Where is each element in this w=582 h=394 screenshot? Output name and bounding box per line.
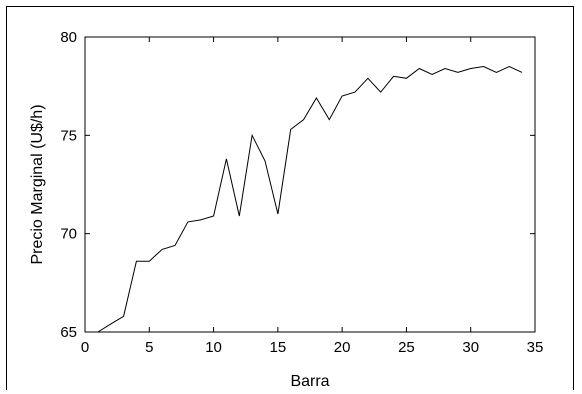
series-line (97, 65, 523, 333)
y-tick-label: 75 (60, 127, 77, 144)
plot-area (84, 36, 536, 333)
x-tick-label: 35 (527, 339, 544, 356)
y-tick-label: 65 (60, 324, 77, 341)
x-tick-label: 20 (334, 339, 351, 356)
x-tick-label: 15 (270, 339, 287, 356)
x-axis: 0 5 10 15 20 25 30 35 (81, 37, 544, 356)
x-tick-label: 30 (462, 339, 479, 356)
x-tick-label: 25 (398, 339, 415, 356)
x-axis-label: Barra (290, 373, 329, 390)
y-tick-label: 80 (60, 29, 77, 46)
x-tick-label: 5 (145, 339, 153, 356)
y-axis-label: Precio Marginal (U$/h) (29, 104, 46, 264)
x-tick-label: 0 (81, 339, 89, 356)
figure-frame (6, 6, 574, 390)
y-axis: 65 70 75 80 (60, 29, 535, 341)
x-tick-label: 10 (205, 339, 222, 356)
y-tick-label: 70 (60, 226, 77, 243)
